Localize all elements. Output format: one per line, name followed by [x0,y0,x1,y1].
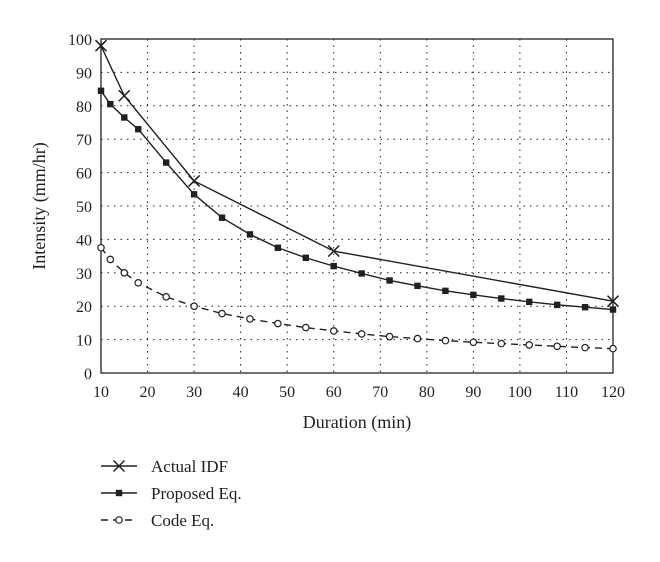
data-point-code-eq [162,293,170,301]
data-point-code-eq [553,342,561,351]
data-point-code-eq [441,336,450,345]
x-tick-label: 90 [465,384,481,401]
series-line-actual-idf [100,45,614,302]
data-point-proposed-eq [358,270,365,277]
data-point-proposed-eq [442,287,449,295]
legend-label: Code Eq. [151,511,214,530]
data-point-proposed-eq [581,304,589,311]
x-tick-label: 80 [419,384,435,401]
x-tick-label: 30 [186,384,202,401]
y-tick-label: 60 [76,166,92,183]
data-point-code-eq [301,323,310,332]
series-line-proposed-eq [100,90,614,311]
legend-swatch-marker [112,459,126,473]
legend-item-proposed-eq: Proposed Eq. [101,484,242,503]
data-point-actual-idf [118,89,131,102]
legend-swatch-marker [115,516,123,524]
data-point-actual-idf [94,39,108,52]
y-axis-title: Intensity (mm/hr) [29,142,50,269]
data-point-code-eq [274,319,282,328]
x-tick-label: 20 [140,384,156,401]
y-tick-label: 50 [76,199,92,216]
data-point-actual-idf [327,245,340,258]
legend: Actual IDF Proposed Eq. Code Eq. [101,457,242,530]
legend-item-actual-idf: Actual IDF [101,457,228,476]
data-point-proposed-eq [302,254,309,261]
data-point-proposed-eq [218,214,226,221]
data-point-code-eq [246,315,254,323]
x-tick-label: 40 [233,384,249,401]
data-point-code-eq [190,302,198,311]
y-tick-label: 30 [76,266,92,283]
data-point-code-eq [469,338,478,347]
data-point-code-eq [120,268,129,277]
data-point-proposed-eq [274,244,282,251]
data-point-proposed-eq [414,282,421,290]
y-tick-label: 10 [76,333,92,350]
series-code-eq [97,243,617,353]
y-tick-label: 80 [76,99,92,116]
data-point-code-eq [497,339,506,348]
y-tick-label: 20 [76,299,92,316]
legend-swatch-marker [115,489,123,497]
data-point-code-eq [357,330,366,338]
series-group [94,39,620,353]
y-tick-label: 100 [68,32,92,49]
plot-frame [100,38,614,374]
data-point-proposed-eq [386,277,393,284]
x-tick-label: 100 [508,384,532,401]
data-point-code-eq [329,327,338,335]
x-tick-label: 70 [372,384,388,401]
data-point-code-eq [218,309,226,318]
y-tick-label: 70 [76,132,92,149]
data-point-proposed-eq [609,306,617,313]
x-axis-title: Duration (min) [303,412,411,433]
data-point-code-eq [134,279,143,287]
data-point-proposed-eq [190,191,198,198]
data-point-actual-idf [188,174,201,187]
data-point-code-eq [97,243,105,252]
y-tick-label: 0 [84,366,92,383]
data-point-proposed-eq [470,291,477,299]
data-point-proposed-eq [121,114,128,121]
data-point-code-eq [609,344,617,353]
series-proposed-eq [97,87,617,313]
x-tick-label: 50 [279,384,295,401]
x-tick-label: 110 [555,384,578,401]
series-actual-idf [94,39,620,308]
y-tick-label: 90 [76,65,92,82]
data-point-code-eq [106,255,115,264]
data-point-code-eq [413,334,422,343]
grid-lines [101,39,613,373]
data-point-code-eq [525,341,534,349]
data-point-proposed-eq [107,100,114,108]
x-tick-label: 10 [93,384,109,401]
legend-label: Proposed Eq. [151,484,242,503]
series-line-code-eq [100,247,614,350]
data-point-proposed-eq [246,231,254,238]
y-tick-label: 40 [76,232,92,249]
data-point-proposed-eq [135,125,142,133]
data-point-proposed-eq [498,295,505,302]
legend-item-code-eq: Code Eq. [101,511,214,530]
data-point-proposed-eq [330,262,337,270]
data-point-actual-idf [606,295,620,308]
data-point-proposed-eq [97,87,105,94]
x-tick-label: 120 [601,384,625,401]
data-point-code-eq [581,343,589,352]
data-point-code-eq [385,332,394,341]
data-point-proposed-eq [553,301,561,309]
legend-label: Actual IDF [151,457,228,476]
data-point-proposed-eq [526,298,533,306]
data-point-proposed-eq [162,159,170,166]
x-tick-label: 60 [326,384,342,401]
axis-ticks: 10 20 30 40 50 60 70 80 90 100 110 1200102030405060… [68,32,625,401]
